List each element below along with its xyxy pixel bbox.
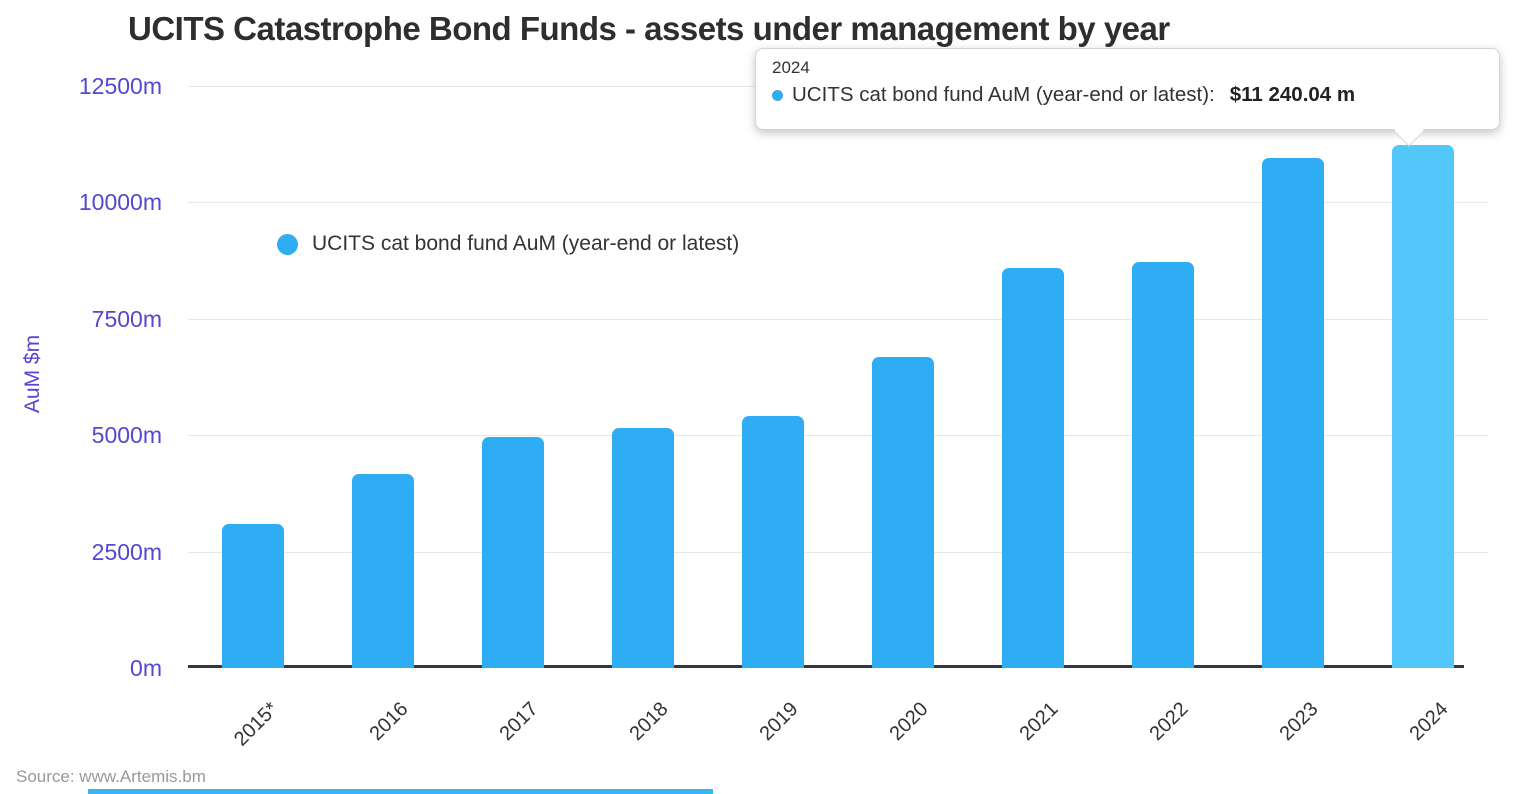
x-axis-label-2021: 2021	[1015, 698, 1063, 746]
gridline	[188, 318, 1488, 320]
x-axis-baseline	[188, 665, 1464, 668]
tooltip-row: UCITS cat bond fund AuM (year-end or lat…	[772, 83, 1483, 107]
bar-2024[interactable]	[1392, 144, 1454, 668]
y-axis-tick-label: 5000m	[91, 422, 162, 449]
series-dot-icon	[772, 89, 783, 101]
source-note: Source: www.Artemis.bm	[16, 767, 206, 786]
gridline	[188, 551, 1488, 553]
tooltip: 2024 UCITS cat bond fund AuM (year-end o…	[755, 48, 1500, 147]
y-axis-title: AuM $m	[21, 334, 44, 414]
x-axis-label-2018: 2018	[625, 698, 673, 746]
bar-2019[interactable]	[742, 415, 804, 668]
y-axis-tick-label: 2500m	[91, 538, 162, 565]
gridline	[188, 202, 1488, 204]
x-axis-label-2022: 2022	[1145, 698, 1193, 746]
x-axis-label-2016: 2016	[365, 698, 413, 746]
tooltip-year: 2024	[772, 58, 810, 77]
tooltip-caret	[1393, 115, 1425, 147]
bar-2015[interactable]	[222, 523, 284, 668]
y-axis-tick-label: 10000m	[78, 189, 162, 216]
legend-label: UCITS cat bond fund AuM (year-end or lat…	[312, 232, 740, 255]
y-axis-tick-label: 7500m	[91, 305, 162, 332]
y-axis-tick-label: 12500m	[78, 73, 162, 99]
bar-2021[interactable]	[1002, 267, 1064, 668]
horizontal-scrollbar-thumb[interactable]	[88, 789, 713, 794]
x-axis-label-2019: 2019	[755, 698, 803, 746]
legend-marker-icon	[277, 233, 298, 255]
tooltip-series-label: UCITS cat bond fund AuM (year-end or lat…	[792, 83, 1215, 106]
y-axis-tick-label: 0m	[130, 655, 162, 681]
legend[interactable]: UCITS cat bond fund AuM (year-end or lat…	[277, 232, 739, 256]
x-axis-label-2023: 2023	[1275, 698, 1323, 746]
bar-2020[interactable]	[872, 356, 934, 668]
x-axis-label-2024: 2024	[1405, 698, 1453, 746]
bar-2018[interactable]	[612, 427, 674, 668]
chart-title: UCITS Catastrophe Bond Funds - assets un…	[128, 10, 1170, 47]
bar-2017[interactable]	[482, 437, 544, 668]
tooltip-value: $11 240.04 m	[1229, 83, 1356, 106]
x-axis-label-2017: 2017	[495, 698, 543, 746]
x-axis-label-2020: 2020	[885, 698, 933, 746]
gridline	[188, 435, 1488, 437]
bar-2022[interactable]	[1132, 262, 1194, 668]
bar-2023[interactable]	[1262, 158, 1324, 668]
bar-2016[interactable]	[352, 473, 414, 668]
